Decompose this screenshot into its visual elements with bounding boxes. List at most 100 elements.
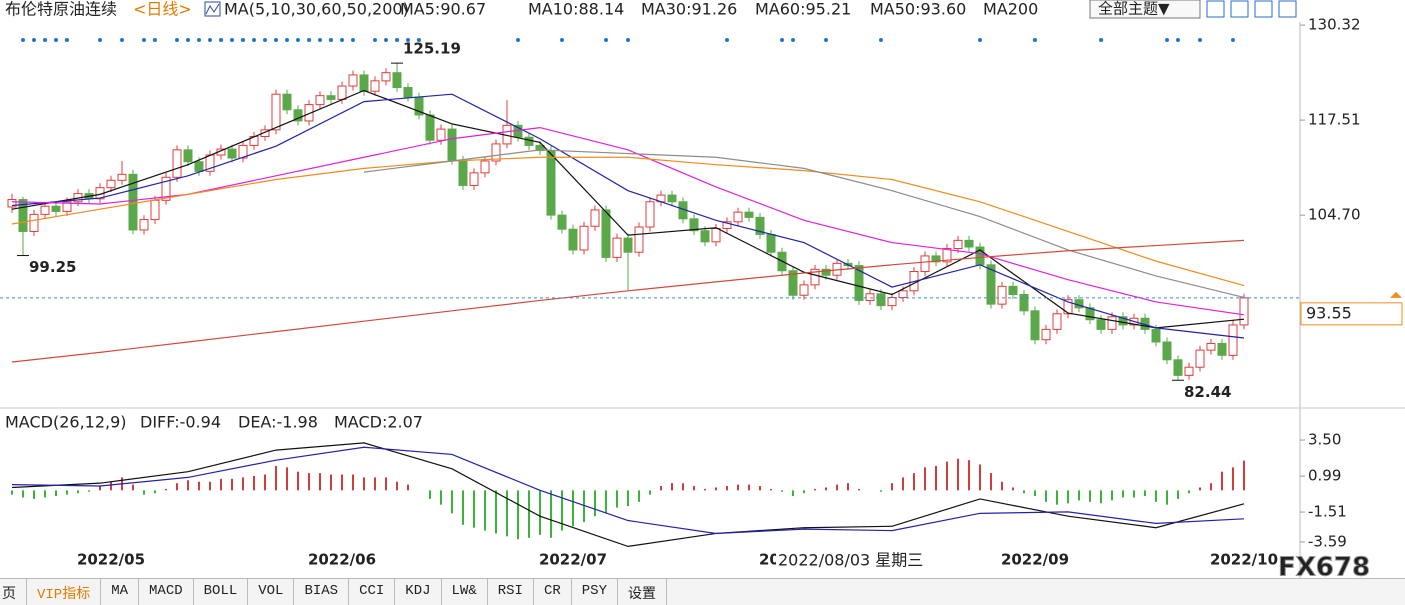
- signal-dot: [241, 38, 245, 42]
- candle-body: [986, 264, 996, 305]
- signal-dot: [43, 38, 47, 42]
- signal-dot: [1176, 38, 1180, 42]
- candle-body: [260, 129, 270, 137]
- candle-body: [1239, 297, 1249, 326]
- ma-icon: [204, 1, 221, 17]
- signal-dot: [791, 38, 795, 42]
- candle-body: [425, 114, 435, 141]
- ma-line: [11, 446, 1245, 535]
- candle-body: [51, 205, 61, 212]
- candle-body: [1217, 342, 1227, 356]
- candle-body: [810, 268, 820, 286]
- icon[interactable]: [1230, 0, 1249, 18]
- signal-dot: [175, 38, 179, 42]
- candle-body: [601, 209, 611, 258]
- tab[interactable]: LW&: [442, 579, 488, 605]
- signal-dot: [186, 38, 190, 42]
- tab[interactable]: BIAS: [294, 579, 350, 605]
- icon[interactable]: [1254, 0, 1273, 18]
- tab[interactable]: MACD: [139, 579, 194, 605]
- x-tick-label: 2022/05: [77, 551, 145, 569]
- candle-body: [40, 205, 50, 215]
- tab[interactable]: PSY: [572, 579, 618, 605]
- tab[interactable]: VOL: [248, 579, 295, 605]
- signal-dot: [252, 38, 256, 42]
- icon[interactable]: [1278, 0, 1297, 18]
- signal-dot: [417, 38, 421, 42]
- signal-dot: [153, 38, 157, 42]
- icon[interactable]: [1206, 0, 1225, 18]
- y-tick-label: 104.70: [1308, 206, 1361, 224]
- candle-body: [18, 199, 28, 232]
- tab[interactable]: 设置: [618, 579, 667, 605]
- candle-body: [546, 150, 556, 216]
- indicator-tabs: 页 VIP指标 MA MACD BOLL VOL BIAS CCI KDJ LW& RSI CR PSY…: [0, 578, 1405, 605]
- ma-label: MA(5,10,30,60,50,200): [224, 0, 409, 19]
- y-tick-label: -1.51: [1308, 503, 1347, 521]
- candle-body: [953, 239, 963, 250]
- crosshair-label: 2022/08/03 星期三: [778, 551, 923, 570]
- candle-body: [1206, 342, 1216, 351]
- signal-dot: [285, 38, 289, 42]
- tab[interactable]: CR: [534, 579, 572, 605]
- tab[interactable]: BOLL: [194, 579, 249, 605]
- signal-dot: [1099, 38, 1103, 42]
- candle-body: [326, 95, 336, 100]
- candle-body: [458, 159, 468, 186]
- signal-dot: [340, 38, 344, 42]
- tab[interactable]: VIP指标: [27, 579, 102, 605]
- signal-dot: [978, 38, 982, 42]
- candle-body: [887, 296, 897, 307]
- candle-body: [1063, 299, 1073, 315]
- legend-entry: DIFF:-0.94: [140, 413, 221, 432]
- signal-dot: [626, 38, 630, 42]
- candle-body: [337, 85, 347, 100]
- signal-dot: [54, 38, 58, 42]
- candle-body: [1173, 359, 1183, 376]
- candle-body: [293, 109, 303, 122]
- candle-body: [1118, 316, 1128, 326]
- candle-body: [535, 144, 545, 152]
- candle-body: [1228, 324, 1238, 356]
- tab[interactable]: 页: [0, 579, 27, 605]
- signal-dot: [318, 38, 322, 42]
- candle-body: [304, 104, 314, 122]
- signal-dot: [21, 38, 25, 42]
- candle-body: [755, 216, 765, 235]
- signal-dot: [208, 38, 212, 42]
- ma-icon-line: [205, 3, 220, 15]
- candle-body: [7, 199, 17, 208]
- tab[interactable]: CCI: [349, 579, 396, 605]
- crosshair-box: [776, 549, 940, 573]
- candle-body: [623, 237, 633, 253]
- x-tick-label: 2022/07: [539, 551, 607, 569]
- candle-body: [403, 87, 413, 98]
- tab[interactable]: KDJ: [395, 579, 442, 605]
- last-price-label: 93.55: [1306, 303, 1352, 322]
- signal-dot: [384, 38, 388, 42]
- theme-button-label[interactable]: 全部主题▼: [1098, 0, 1170, 18]
- tab[interactable]: MA: [101, 579, 140, 605]
- candle-body: [359, 74, 369, 92]
- theme-button[interactable]: [1089, 0, 1201, 19]
- x-tick-label: 2022/06: [308, 551, 376, 569]
- candle-body: [1019, 294, 1029, 312]
- candle-body: [282, 93, 292, 111]
- ma-line: [11, 442, 1245, 548]
- candle-body: [117, 173, 127, 181]
- candle-body: [524, 136, 534, 146]
- chart: 布伦特原油连续 <日线> MA(5,10,30,60,50,200) 全部主题▼…: [0, 0, 1405, 578]
- signal-dot: [406, 38, 410, 42]
- candle-body: [1151, 328, 1161, 343]
- tab[interactable]: RSI: [488, 579, 534, 605]
- candle-body: [590, 209, 600, 227]
- ma-line: [11, 156, 1245, 287]
- candle-body: [1195, 349, 1205, 368]
- signal-dot: [98, 38, 102, 42]
- signal-dot: [395, 38, 399, 42]
- candle-body: [898, 290, 908, 298]
- candle-body: [766, 233, 776, 253]
- extreme-label: 99.25: [29, 258, 76, 276]
- legend-entry: MACD:2.07: [334, 413, 423, 432]
